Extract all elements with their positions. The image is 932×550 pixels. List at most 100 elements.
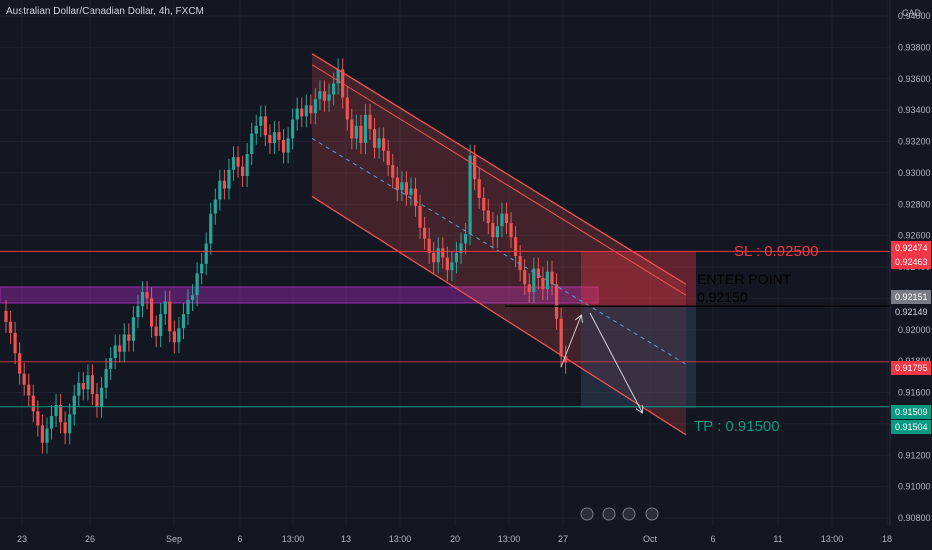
candle-body xyxy=(8,321,13,333)
candle-body xyxy=(81,383,85,390)
price-axis: 0.908000.910000.912000.914000.916000.918… xyxy=(889,0,931,526)
candle-body xyxy=(4,310,8,322)
candle-body xyxy=(109,357,113,369)
candle-body xyxy=(359,125,363,144)
candle-body xyxy=(372,128,377,148)
candle-body xyxy=(95,394,99,407)
candle-body xyxy=(409,188,413,195)
candle-body xyxy=(386,150,390,166)
price-tick: 0.93800 xyxy=(898,42,931,52)
candle-body xyxy=(504,213,509,224)
entry-label-line1: ENTER POINT xyxy=(697,271,792,287)
candle-body xyxy=(486,210,490,224)
candle-body xyxy=(99,387,104,407)
candle-body xyxy=(309,105,313,114)
candle-body xyxy=(27,384,31,396)
candle-body xyxy=(13,332,17,354)
candle-body xyxy=(427,238,431,253)
candle-body xyxy=(136,306,140,318)
candle-body xyxy=(86,375,90,390)
candle-body xyxy=(90,375,95,395)
candle-body xyxy=(441,248,445,258)
candle-body xyxy=(140,292,145,307)
candle-body xyxy=(190,295,195,300)
time-tick: 13:00 xyxy=(389,534,412,544)
candle-body xyxy=(104,368,108,388)
candle-body xyxy=(36,411,40,426)
candle-body xyxy=(18,353,22,374)
candle-body xyxy=(436,248,440,263)
price-tick: 0.93200 xyxy=(898,137,931,147)
candle-body xyxy=(72,395,76,415)
candle-body xyxy=(54,405,58,417)
price-label-bg xyxy=(891,241,931,255)
candle-body xyxy=(222,180,226,189)
stop-loss-box xyxy=(581,251,696,307)
candle-body xyxy=(231,157,236,170)
price-tick: 0.90800 xyxy=(898,513,931,523)
candle-body xyxy=(49,416,54,429)
candle-body xyxy=(241,166,245,177)
candle-body xyxy=(295,108,299,120)
candle-body xyxy=(327,94,331,101)
candle-body xyxy=(304,105,308,117)
candle-body xyxy=(532,268,536,293)
price-tick: 0.92800 xyxy=(898,199,931,209)
candle-body xyxy=(550,271,554,285)
candle-body xyxy=(418,205,422,228)
candle-body xyxy=(541,277,545,289)
candle-body xyxy=(482,197,486,211)
time-tick: 6 xyxy=(710,534,715,544)
candle-body xyxy=(404,182,408,195)
time-tick: 6 xyxy=(237,534,242,544)
price-label: 0.92149 xyxy=(895,307,928,317)
stop-loss-label: SL : 0.92500 xyxy=(734,243,819,260)
time-tick: 20 xyxy=(450,534,460,544)
price-label: 0.91504 xyxy=(895,422,928,432)
candle-body xyxy=(59,405,63,423)
event-icon xyxy=(622,507,636,521)
candle-body xyxy=(118,345,122,352)
candle-body xyxy=(318,91,322,100)
price-tick: 0.93600 xyxy=(898,74,931,84)
candle-body xyxy=(122,334,126,352)
candle-body xyxy=(468,155,472,235)
chart-title: Australian Dollar/Canadian Dollar, 4h, F… xyxy=(6,6,204,17)
price-label-bg xyxy=(891,405,931,419)
candle-body xyxy=(286,138,290,153)
candle-body xyxy=(127,334,131,341)
price-tick: 0.91600 xyxy=(898,388,931,398)
price-label-bg xyxy=(891,255,931,269)
time-tick: Sep xyxy=(166,534,182,544)
candle-body xyxy=(491,223,495,238)
event-icon xyxy=(645,507,659,521)
channel-lower-line xyxy=(311,195,687,436)
candle-body xyxy=(63,422,67,434)
candle-body xyxy=(263,116,267,136)
overlays xyxy=(0,53,890,521)
candle-body xyxy=(445,257,449,271)
candle-body xyxy=(345,97,349,120)
candle-body xyxy=(40,425,44,443)
candle-body xyxy=(77,383,81,396)
candle-body xyxy=(536,268,540,278)
candle-body xyxy=(322,91,327,101)
time-tick: 26 xyxy=(85,534,95,544)
time-tick: 18 xyxy=(882,534,892,544)
candle-body xyxy=(186,299,190,315)
candle-body xyxy=(495,226,499,238)
channel-inner-line xyxy=(311,64,687,296)
price-tick: 0.92000 xyxy=(898,325,931,335)
time-tick: Oct xyxy=(643,534,658,544)
candle-body xyxy=(150,298,154,327)
price-tick: 0.93400 xyxy=(898,105,931,115)
candle-body xyxy=(277,132,281,140)
event-icon xyxy=(580,507,594,521)
candle-body xyxy=(291,119,295,139)
candle-body xyxy=(22,373,26,385)
price-label-bg xyxy=(891,420,931,434)
candle-body xyxy=(281,139,286,153)
candle-body xyxy=(514,237,518,257)
candle-body xyxy=(172,331,176,343)
